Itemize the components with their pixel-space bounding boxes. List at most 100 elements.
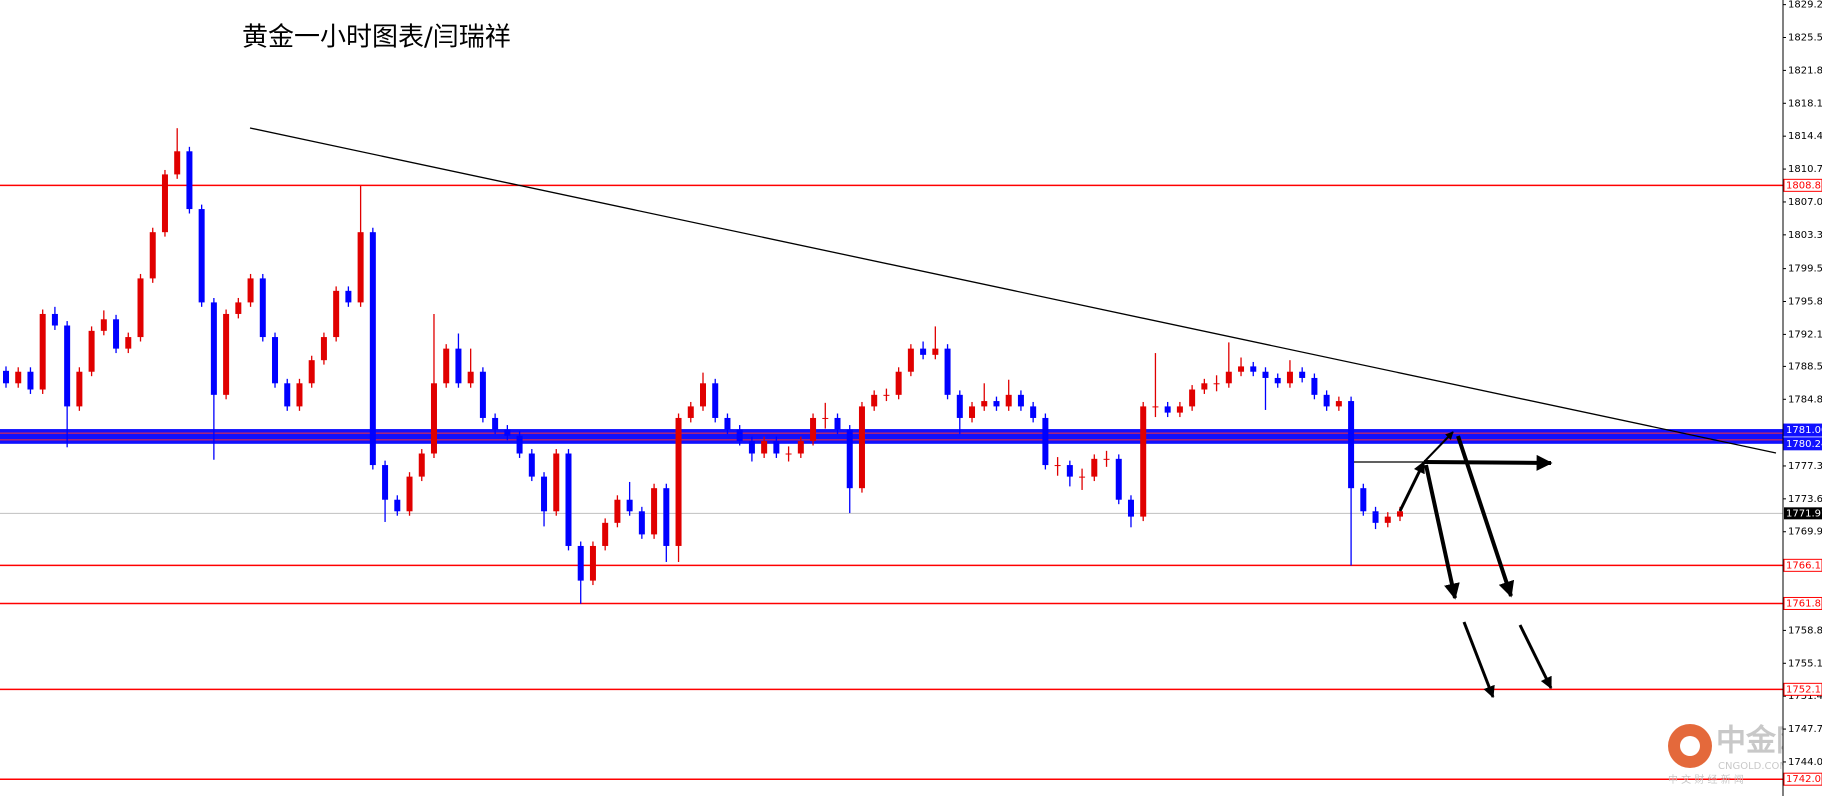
candle-body	[932, 348, 939, 355]
candle-body	[956, 394, 963, 418]
level-tag	[1783, 437, 1822, 451]
candle-body	[406, 476, 413, 512]
candle-body	[1152, 406, 1159, 408]
levels	[0, 184, 1783, 780]
watermark-tagline: 中 文 财 经 新 闻	[1668, 773, 1744, 786]
candle-body	[663, 488, 670, 546]
candle-body	[333, 290, 340, 338]
y-tick-label: 1807.00	[1788, 197, 1822, 208]
arrow	[1456, 435, 1515, 598]
candle-body	[64, 325, 71, 407]
candle-body	[284, 383, 291, 407]
candle-body	[1005, 394, 1012, 407]
price-axis: 1829.20 1825.50 1821.80 1818.10 1814.40 1810.…	[1782, 0, 1822, 796]
candle-body	[320, 337, 327, 361]
candle-body	[858, 406, 865, 489]
candle-body	[369, 232, 376, 466]
arrow	[1424, 464, 1460, 600]
current-price-label: 1771.97	[1786, 508, 1822, 519]
candle-body	[161, 174, 168, 233]
candle-body	[443, 348, 450, 384]
candle-body	[1030, 406, 1037, 418]
level-label: 1766.12	[1786, 560, 1822, 571]
candles	[3, 128, 1403, 604]
candle-body	[589, 545, 596, 581]
candle-body	[186, 151, 193, 210]
candle-body	[1335, 401, 1342, 407]
candle-body	[602, 522, 609, 546]
arrow	[1423, 431, 1454, 463]
candle-body	[700, 383, 706, 407]
candle-body	[1140, 406, 1147, 517]
candle-body	[1372, 511, 1379, 523]
candle-body	[15, 371, 22, 384]
annotations	[249, 127, 1777, 699]
candle-body	[1115, 458, 1122, 500]
candle-body	[296, 383, 303, 407]
candle-body	[1397, 511, 1403, 517]
arrow	[1398, 460, 1426, 512]
level-label: 1752.17	[1786, 684, 1822, 695]
candle-body	[272, 337, 279, 384]
y-tick-label: 1803.30	[1788, 230, 1822, 241]
candle-body	[479, 371, 486, 418]
y-tick-label: 1784.80	[1788, 394, 1822, 405]
candle-body	[1238, 366, 1245, 372]
candle-body	[1262, 371, 1269, 378]
candle-body	[418, 453, 425, 477]
candle-body	[76, 371, 83, 407]
candle-body	[235, 302, 242, 314]
candle-body	[993, 401, 1000, 407]
y-tick-label: 1744.00	[1788, 757, 1822, 768]
candle-body	[394, 499, 401, 512]
candle-body	[259, 278, 266, 338]
candle-body	[687, 406, 694, 418]
level-tag	[1783, 682, 1822, 696]
y-tick-label: 1792.10	[1788, 329, 1822, 340]
watermark-site: CNGOLD.COM	[1718, 761, 1788, 772]
candle-body	[27, 371, 34, 390]
candle-body	[1091, 458, 1098, 477]
candle-body	[834, 417, 841, 430]
level-tag	[1783, 178, 1822, 192]
candle-body	[651, 488, 658, 535]
candle-body	[100, 319, 107, 331]
trend-line	[249, 127, 1777, 454]
candle-body	[1189, 389, 1196, 407]
candle-body	[1384, 516, 1391, 523]
y-tick-label: 1818.10	[1788, 98, 1822, 109]
arrow	[1423, 454, 1553, 471]
y-tick-label: 1747.70	[1788, 724, 1822, 735]
candle-body	[357, 232, 364, 303]
candle-body	[382, 465, 389, 500]
y-tick-label: 1773.60	[1788, 494, 1822, 505]
candle-body	[773, 441, 780, 454]
candle-body	[1299, 371, 1306, 378]
candle-body	[137, 278, 144, 338]
y-tick-label: 1769.90	[1788, 527, 1822, 538]
candle-body	[345, 290, 352, 303]
candle-body	[528, 453, 535, 477]
level-label: 1808.87	[1786, 180, 1822, 191]
candle-body	[125, 337, 132, 349]
candle-body	[430, 383, 437, 454]
candle-body	[626, 499, 633, 512]
candle-body	[1201, 383, 1208, 390]
candle-body	[1176, 406, 1183, 413]
logo	[1680, 736, 1700, 756]
level-tag	[1783, 596, 1822, 610]
candle-body	[785, 453, 792, 455]
candle-body	[51, 313, 58, 326]
candle-body	[969, 406, 976, 418]
y-tick-label: 1799.50	[1788, 264, 1822, 275]
candle-body	[198, 209, 205, 303]
candle-body	[1042, 417, 1049, 466]
candle-body	[577, 545, 584, 581]
level-label: 1761.83	[1786, 598, 1822, 609]
arrow	[1518, 624, 1553, 690]
candle-body	[981, 401, 988, 407]
axis-panel	[1783, 0, 1822, 796]
current-price-tag	[1784, 507, 1822, 520]
candle-body	[1225, 371, 1232, 384]
